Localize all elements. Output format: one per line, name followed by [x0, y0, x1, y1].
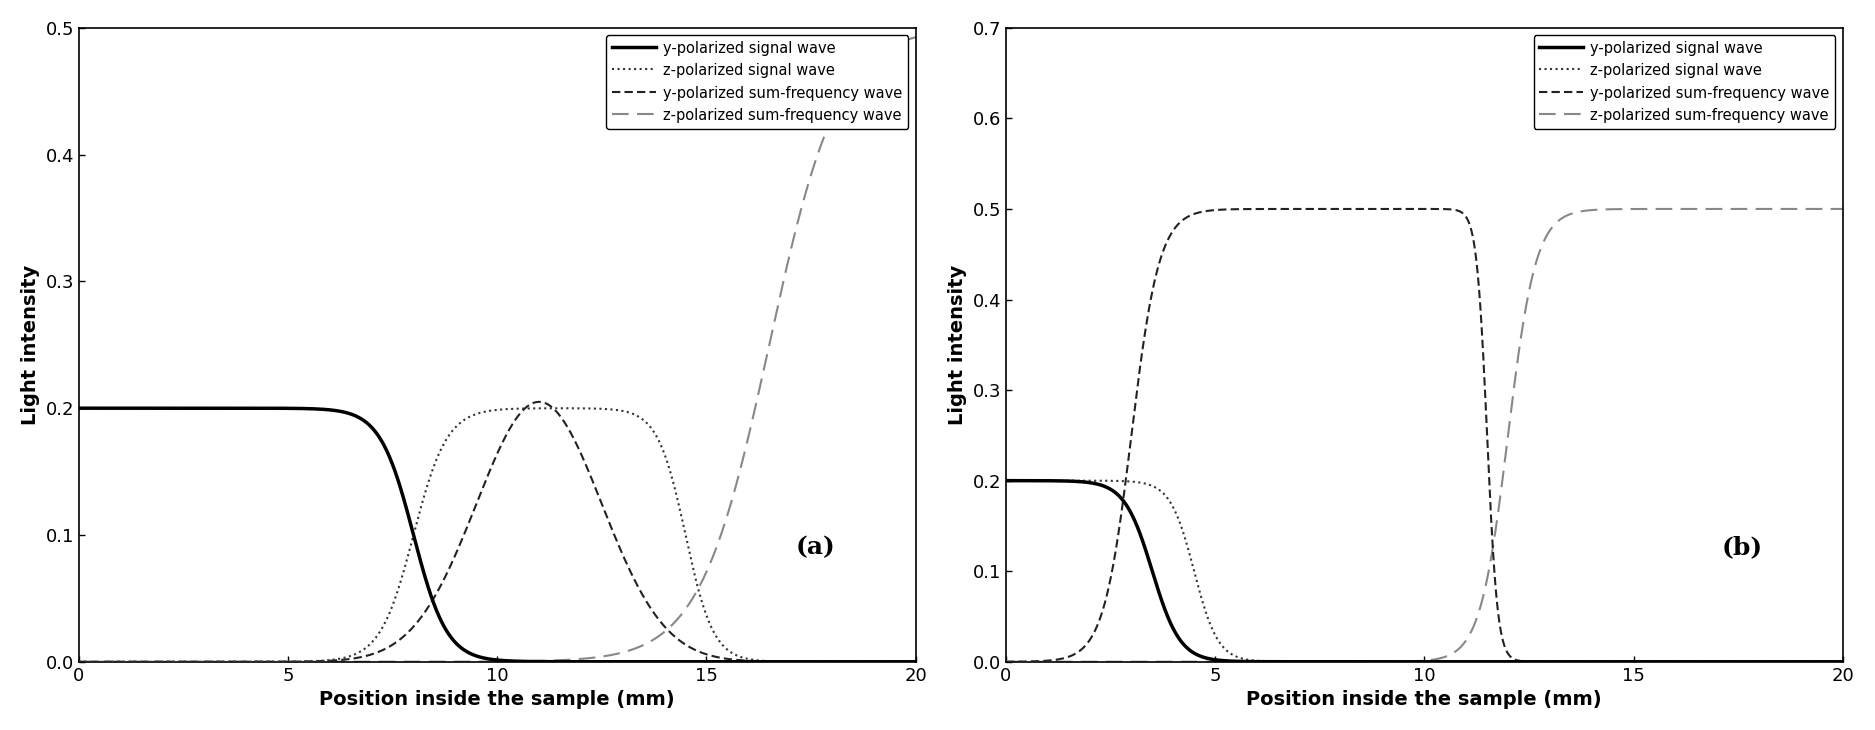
- Legend: y-polarized signal wave, z-polarized signal wave, y-polarized sum-frequency wave: y-polarized signal wave, z-polarized sig…: [1534, 35, 1836, 128]
- Text: (a): (a): [795, 536, 834, 560]
- X-axis label: Position inside the sample (mm): Position inside the sample (mm): [1247, 690, 1601, 709]
- Y-axis label: Light intensity: Light intensity: [21, 265, 39, 425]
- Y-axis label: Light intensity: Light intensity: [949, 265, 968, 425]
- Text: (b): (b): [1721, 536, 1762, 560]
- Legend: y-polarized signal wave, z-polarized signal wave, y-polarized sum-frequency wave: y-polarized signal wave, z-polarized sig…: [606, 35, 908, 128]
- X-axis label: Position inside the sample (mm): Position inside the sample (mm): [319, 690, 675, 709]
